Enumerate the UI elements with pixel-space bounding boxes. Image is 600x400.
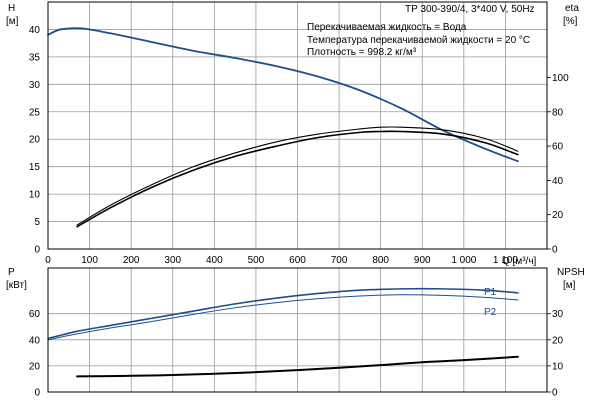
h-tick-label: 25 bbox=[29, 107, 41, 118]
p1-series-label: P1 bbox=[484, 287, 497, 298]
h-axis-label: H bbox=[8, 3, 15, 14]
x-tick-label: 200 bbox=[123, 255, 140, 266]
model-title: TP 300-390/4, 3*400 V, 50Hz bbox=[405, 4, 535, 15]
x-tick-label: 600 bbox=[289, 255, 306, 266]
p-axis-unit: [кВт] bbox=[6, 280, 27, 291]
h-tick-label: 20 bbox=[29, 135, 41, 146]
eta-axis-unit: [%] bbox=[563, 16, 578, 27]
h-tick-label: 5 bbox=[34, 217, 40, 228]
info-liquid: Перекачиваемая жидкость = Вода bbox=[307, 22, 467, 33]
x-tick-label: 1 100 bbox=[493, 255, 518, 266]
q-axis-label: Q [м³/ч] bbox=[502, 256, 537, 267]
eta-tick-label: 40 bbox=[552, 176, 564, 187]
series-layer bbox=[47, 27, 519, 378]
p-tick-label: 20 bbox=[29, 361, 41, 372]
lower-plot-frame bbox=[47, 267, 548, 393]
eta-axis-label: eta bbox=[565, 3, 579, 14]
h-tick-label: 10 bbox=[29, 190, 41, 201]
p1-power-curve bbox=[47, 287, 519, 340]
x-tick-label: 100 bbox=[81, 255, 98, 266]
npsh-tick-label: 30 bbox=[552, 309, 564, 320]
info-density: Плотность = 998.2 кг/м³ bbox=[307, 47, 417, 58]
frame-layer bbox=[47, 1, 548, 393]
eta-tick-label: 80 bbox=[552, 107, 564, 118]
eta-tick-label: 0 bbox=[552, 245, 558, 256]
p2-power-curve bbox=[47, 294, 519, 341]
tick-layer: 0 100 200 300 400 500 600 700 800 900 1 000 1 10005… bbox=[29, 25, 569, 399]
x-tick-label: 300 bbox=[164, 255, 181, 266]
x-tick-label: 0 bbox=[45, 255, 51, 266]
x-tick-label: 400 bbox=[206, 255, 223, 266]
eta-tick-label: 100 bbox=[552, 73, 569, 84]
eta-tick-label: 60 bbox=[552, 142, 564, 153]
p-tick-label: 60 bbox=[29, 309, 41, 320]
efficiency-curve bbox=[76, 130, 519, 228]
npsh-tick-label: 0 bbox=[552, 388, 558, 399]
upper-grid bbox=[48, 2, 547, 249]
h-tick-label: 35 bbox=[29, 52, 41, 63]
x-tick-label: 1 000 bbox=[451, 255, 476, 266]
h-tick-label: 40 bbox=[29, 25, 41, 36]
p-tick-label: 40 bbox=[29, 335, 41, 346]
info-temperature: Температура перекачиваемой жидкости = 20… bbox=[307, 35, 530, 46]
npsh-tick-label: 10 bbox=[552, 361, 564, 372]
npsh-axis-unit: [м] bbox=[563, 280, 576, 291]
p-axis-label: P bbox=[8, 267, 15, 278]
x-tick-label: 700 bbox=[331, 255, 348, 266]
npsh-curve bbox=[76, 355, 519, 378]
h-tick-label: 30 bbox=[29, 80, 41, 91]
npsh-axis-label: NPSH bbox=[557, 267, 585, 278]
h-tick-label: 15 bbox=[29, 162, 41, 173]
upper-plot-frame bbox=[47, 1, 548, 250]
npsh-tick-label: 20 bbox=[552, 335, 564, 346]
lower-grid bbox=[48, 268, 547, 392]
x-tick-label: 900 bbox=[414, 255, 431, 266]
eta-tick-label: 20 bbox=[552, 210, 564, 221]
x-tick-label: 800 bbox=[372, 255, 389, 266]
efficiency-curve-secondary bbox=[76, 126, 519, 226]
h-axis-unit: [м] bbox=[6, 16, 19, 27]
head-curve bbox=[47, 27, 519, 163]
h-tick-label: 0 bbox=[34, 245, 40, 256]
x-tick-label: 500 bbox=[248, 255, 265, 266]
p-tick-label: 0 bbox=[34, 388, 40, 399]
p2-series-label: P2 bbox=[484, 307, 497, 318]
